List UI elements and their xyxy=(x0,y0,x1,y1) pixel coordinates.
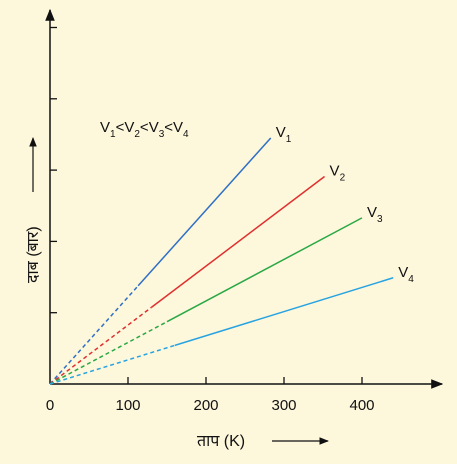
series-1-line xyxy=(137,137,272,287)
y-axis-title-group: दाब (बार) xyxy=(25,137,42,283)
annotation-separator: < xyxy=(116,119,125,136)
annotation-base: V xyxy=(100,119,110,136)
x-tick-label: 0 xyxy=(46,397,54,414)
x-tick-label: 300 xyxy=(271,397,296,414)
series-2-line xyxy=(150,175,326,308)
series-2-label: V2 xyxy=(330,163,346,184)
series-label-base: V xyxy=(330,163,340,180)
series-label-sub: 4 xyxy=(408,274,414,285)
annotation-base: V xyxy=(149,119,159,136)
series-1-extrapolation xyxy=(49,285,139,385)
y-ticks xyxy=(50,26,57,314)
series-label-base: V xyxy=(398,264,408,281)
x-axis-title-group: ताप (K) xyxy=(197,433,329,450)
series-label-sub: 1 xyxy=(286,134,292,145)
series-3-label: V3 xyxy=(367,204,383,225)
annotation-separator: < xyxy=(140,119,149,136)
volume-order-annotation: V1<V2<V3<V4 xyxy=(100,119,189,140)
annotation-sub: 3 xyxy=(159,129,165,140)
y-axis-title: दाब (बार) xyxy=(25,226,42,283)
series-label-base: V xyxy=(276,124,286,141)
annotation-separator: < xyxy=(164,119,173,136)
series-4-extrapolation xyxy=(49,344,176,385)
annotation-sub: 1 xyxy=(110,129,116,140)
x-tick-label: 100 xyxy=(115,397,140,414)
annotation-sub: 4 xyxy=(183,129,189,140)
series-4-line xyxy=(174,277,394,347)
x-tick-label: 200 xyxy=(193,397,218,414)
x-ticks: 0 100 200 300 400 xyxy=(46,377,375,414)
x-axis-title: ताप (K) xyxy=(197,433,245,450)
series-label-sub: 3 xyxy=(377,214,383,225)
annotation-base: V xyxy=(173,119,183,136)
x-tick-label: 400 xyxy=(349,397,374,414)
series-3-line xyxy=(166,217,363,323)
series-4-label: V4 xyxy=(398,264,414,285)
annotation-sub: 2 xyxy=(134,129,140,140)
series-3-extrapolation xyxy=(49,321,168,385)
series-2-extrapolation xyxy=(49,306,152,385)
series-1-label: V1 xyxy=(276,124,292,145)
annotation-base: V xyxy=(124,119,134,136)
series-label-sub: 2 xyxy=(340,173,346,184)
series-label-base: V xyxy=(367,204,377,221)
